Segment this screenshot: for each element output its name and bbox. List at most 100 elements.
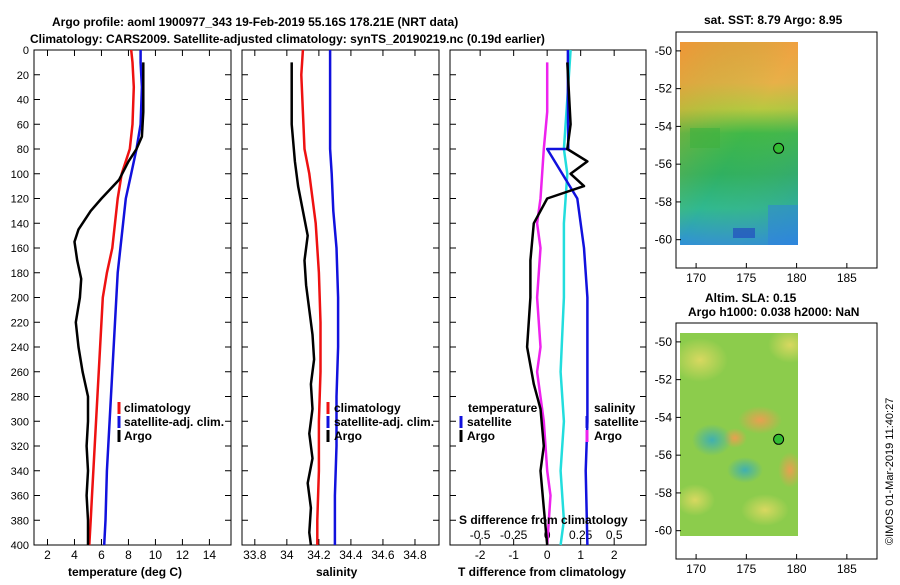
difference-xlabel: T difference from climatology <box>458 565 626 579</box>
depth-tick-label: 60 <box>17 119 29 131</box>
map-y-tick-label: -54 <box>655 119 673 133</box>
map-y-tick-label: -60 <box>655 524 673 538</box>
x-tick-label: 2 <box>611 548 618 562</box>
series-line-satellite-adj-clim- <box>102 50 144 546</box>
s-tick-label: 0.25 <box>569 528 593 542</box>
series-line-satellite-adj-clim- <box>328 50 340 545</box>
x-tick-label: 12 <box>176 548 190 562</box>
sla-map-subtitle: Argo h1000: 0.038 h2000: NaN <box>688 305 859 319</box>
legend-label-climatology: climatology <box>334 401 401 415</box>
legend-label-satellite: satellite-adj. clim. <box>334 415 434 429</box>
sla-field <box>680 333 798 536</box>
depth-tick-label: 300 <box>11 416 29 428</box>
temperature-xlabel: temperature (deg C) <box>68 565 182 579</box>
sla-blob-yellow-3 <box>680 484 715 516</box>
map-x-tick-label: 185 <box>837 562 857 576</box>
depth-tick-label: 180 <box>11 268 29 280</box>
s-tick-label: -0.5 <box>470 528 491 542</box>
sst-patch-green <box>690 128 720 148</box>
map-x-tick-label: 180 <box>787 271 807 285</box>
sst-patch-blue <box>768 205 798 245</box>
s-tick-label: -0.25 <box>500 528 528 542</box>
salinity-legend: climatology satellite-adj. clim. Argo <box>326 401 434 443</box>
temperature-panel: 2 4 6 8 10 12 14 <box>44 49 217 562</box>
sst-map-title: sat. SST: 8.79 Argo: 8.95 <box>704 13 843 27</box>
s-difference-label: S difference from climatology <box>459 513 628 527</box>
map-y-tick-label: -56 <box>655 448 673 462</box>
map-y-tick-label: -58 <box>655 195 673 209</box>
map-x-tick-label: 180 <box>787 562 807 576</box>
argo-position-marker <box>773 142 785 154</box>
sla-blob-orange <box>738 406 782 434</box>
argo-position-marker <box>773 433 785 445</box>
sla-blob-yellow <box>680 338 728 382</box>
depth-tick-label: 260 <box>11 367 29 379</box>
map-y-tick-label: -52 <box>655 373 673 387</box>
sst-map-frame <box>675 31 878 269</box>
legend-label-t-argo: Argo <box>467 429 495 443</box>
depth-tick-label: 220 <box>11 317 29 329</box>
depth-tick-label: 80 <box>17 144 29 156</box>
legend-title-salinity: salinity <box>594 401 636 415</box>
map-y-tick-label: -56 <box>655 157 673 171</box>
x-tick-label: 34.8 <box>403 548 427 562</box>
x-tick-label: 8 <box>125 548 132 562</box>
sla-map-axes: 170 175 180 185 -50 -52 -54 -56 -58 -60 <box>655 335 858 576</box>
depth-tick-label: 160 <box>11 243 29 255</box>
map-y-tick-label: -50 <box>655 44 673 58</box>
map-y-tick-label: -54 <box>655 410 673 424</box>
depth-tick-label: 100 <box>11 169 29 181</box>
temperature-legend: climatology satellite-adj. clim. Argo <box>117 401 224 443</box>
figure-title-line1: Argo profile: aoml 1900977_343 19-Feb-20… <box>52 15 458 29</box>
series-line-climatology <box>88 49 136 546</box>
series-line-s-satellite <box>545 50 589 546</box>
legend-label-satellite: satellite-adj. clim. <box>124 415 224 429</box>
depth-axis: 0 20 40 60 80 100 120 140 160 180 200 220 240 260 280 3… <box>11 45 646 552</box>
x-tick-label: 4 <box>71 548 78 562</box>
depth-tick-label: 140 <box>11 218 29 230</box>
x-tick-label: 2 <box>44 548 51 562</box>
depth-tick-label: 120 <box>11 194 29 206</box>
series-line-argo <box>73 62 145 545</box>
x-tick-label: 6 <box>98 548 105 562</box>
x-tick-label: 14 <box>203 548 217 562</box>
series-line-climatology <box>300 49 322 545</box>
depth-tick-label: 40 <box>17 95 29 107</box>
sla-map-frame <box>675 322 878 560</box>
x-tick-label: -2 <box>475 548 486 562</box>
map-x-tick-label: 175 <box>736 271 756 285</box>
sla-blob-yellow-4 <box>741 494 789 526</box>
depth-tick-label: 20 <box>17 70 29 82</box>
map-x-tick-label: 185 <box>837 271 857 285</box>
series-line-s-argo <box>525 62 589 546</box>
sla-map-title: Altim. SLA: 0.15 <box>705 291 797 305</box>
depth-tick-label: 380 <box>11 515 29 527</box>
legend-label-argo: Argo <box>124 429 152 443</box>
x-tick-label: -1 <box>508 548 519 562</box>
salinity-panel: 33.8 34 34.2 34.4 34.6 34.8 <box>243 49 427 562</box>
sla-blob-orange-3 <box>778 452 798 488</box>
sst-map-axes: 170 175 180 185 -50 -52 -54 -56 -58 -60 <box>655 44 858 285</box>
figure-title-line2: Climatology: CARS2009. Satellite-adjuste… <box>30 32 545 46</box>
map-x-tick-label: 175 <box>736 562 756 576</box>
series-line-argo <box>290 62 316 546</box>
depth-tick-label: 360 <box>11 491 29 503</box>
series-line-t-satellite <box>559 49 572 546</box>
depth-tick-label: 200 <box>11 293 29 305</box>
map-y-tick-label: -58 <box>655 486 673 500</box>
s-tick-label: 0.5 <box>606 528 623 542</box>
map-x-tick-label: 170 <box>686 271 706 285</box>
map-y-tick-label: -50 <box>655 335 673 349</box>
x-tick-label: 34.4 <box>339 548 363 562</box>
legend-title-temperature: temperature <box>468 401 538 415</box>
imos-watermark: ©IMOS 01-Mar-2019 11:40:27 <box>884 398 896 545</box>
depth-tick-label: 340 <box>11 466 29 478</box>
depth-tick-label: 320 <box>11 441 29 453</box>
sla-blob-cyan-2 <box>727 457 763 483</box>
x-tick-label: 34 <box>280 548 294 562</box>
x-tick-label: 0 <box>544 548 551 562</box>
x-tick-label: 1 <box>577 548 584 562</box>
depth-tick-label: 240 <box>11 342 29 354</box>
